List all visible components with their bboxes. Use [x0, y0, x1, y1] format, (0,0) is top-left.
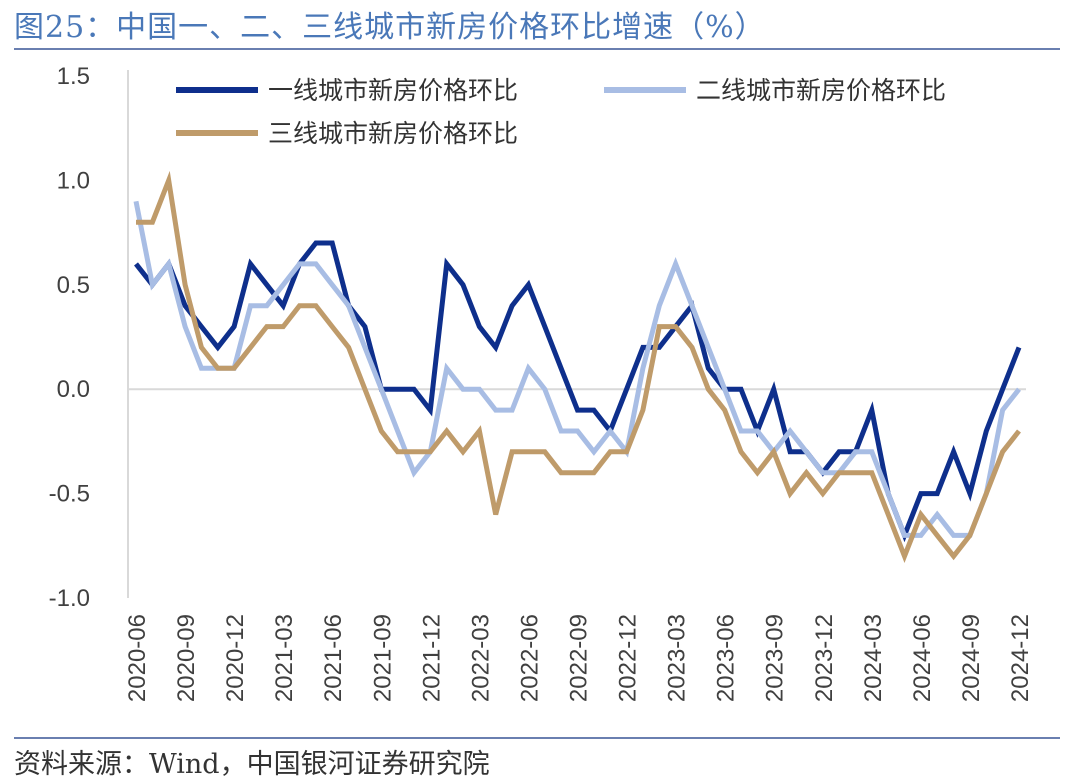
x-tick-label: 2020-12: [222, 614, 249, 702]
y-tick-label: 1.5: [57, 63, 90, 90]
footer-divider: [14, 737, 1060, 739]
title-divider: [14, 48, 1060, 50]
x-tick-label: 2020-09: [173, 614, 200, 702]
x-tick-label: 2021-12: [418, 614, 445, 702]
x-tick-label: 2022-06: [516, 614, 543, 702]
x-tick-label: 2024-12: [1007, 614, 1034, 702]
series-line-2: [133, 200, 1021, 538]
legend-label-3: 三线城市新房价格环比: [268, 119, 518, 148]
x-tick-label: 2022-03: [467, 614, 494, 702]
series-line-1: [134, 240, 1022, 543]
y-tick-label: 0.5: [57, 272, 90, 299]
x-tick-label: 2020-06: [124, 614, 151, 702]
x-tick-label: 2021-09: [369, 614, 396, 702]
x-tick-label: 2023-09: [762, 614, 789, 702]
y-tick-label: 0.0: [57, 376, 90, 403]
x-tick-label: 2024-06: [909, 614, 936, 702]
x-tick-label: 2023-03: [664, 614, 691, 702]
series-group: [133, 170, 1022, 564]
legend-label-1: 一线城市新房价格环比: [268, 76, 518, 105]
chart-title: 图25：中国一、二、三线城市新房价格环比增速（%）: [14, 10, 766, 45]
x-tick-label: 2021-06: [320, 614, 347, 702]
x-tick-label: 2022-12: [615, 614, 642, 702]
legend-label-2: 二线城市新房价格环比: [696, 76, 946, 105]
y-tick-label: -1.0: [49, 585, 90, 612]
x-tick-label: 2023-06: [713, 614, 740, 702]
x-tick-label: 2021-03: [271, 614, 298, 702]
x-tick-label: 2022-09: [566, 614, 593, 702]
series-line-3: [136, 170, 1021, 564]
x-tick-label: 2023-12: [811, 614, 838, 702]
x-tick-label: 2024-09: [958, 614, 985, 702]
x-tick-label: 2024-03: [860, 614, 887, 702]
axes-group: -1.0 -0.5 0.0 0.5 1.0 1.5 2020-06 2020-09 2020-1…: [49, 63, 1034, 702]
y-tick-label: 1.0: [57, 167, 90, 194]
y-tick-label: -0.5: [49, 481, 90, 508]
source-note: 资料来源：Wind，中国银河证券研究院: [14, 749, 490, 780]
